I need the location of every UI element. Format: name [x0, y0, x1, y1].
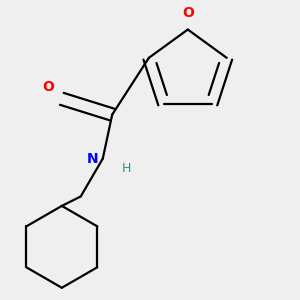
Text: O: O: [42, 80, 54, 94]
Text: H: H: [122, 162, 131, 175]
Text: N: N: [86, 152, 98, 166]
Text: O: O: [182, 6, 194, 20]
